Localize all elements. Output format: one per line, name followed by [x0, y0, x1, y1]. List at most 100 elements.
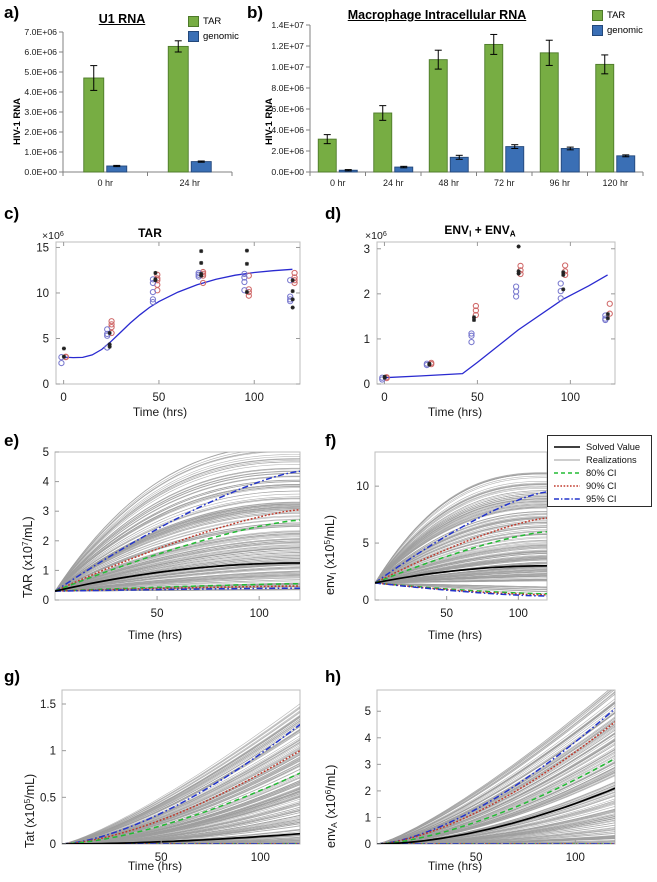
realization-line [375, 496, 547, 584]
realization-line [55, 574, 300, 592]
realization-line [55, 481, 300, 592]
realization-line [375, 582, 547, 589]
realization-line [375, 568, 547, 584]
realization-line [55, 501, 300, 592]
realization-line [55, 570, 300, 592]
realization-line [55, 566, 300, 592]
data-point-blue [468, 338, 475, 346]
realization-line [375, 490, 547, 584]
realization-line [62, 773, 300, 844]
realization-line [55, 486, 300, 592]
tick-label: 50 [151, 608, 164, 620]
realization-line [55, 538, 300, 592]
tick-label: 5 [43, 333, 49, 345]
data-point-black [561, 272, 566, 277]
realization-line [62, 780, 300, 844]
realization-line [62, 706, 300, 844]
ci90-upper-line [375, 517, 547, 584]
tick-label: 0 [363, 595, 369, 607]
realization-line [62, 726, 300, 844]
data-point-red [472, 307, 480, 314]
realization-line [377, 712, 615, 844]
data-point-black [199, 249, 204, 254]
realization-line [377, 743, 615, 844]
bar-genomic-48-hr [449, 154, 469, 173]
data-point-blue [149, 279, 157, 287]
data-point-black [427, 362, 432, 367]
legend-item-90-ci: 90% CI [553, 479, 646, 492]
tick-label: 0 [364, 379, 370, 391]
data-point-blue [241, 270, 248, 277]
realization-line [55, 506, 300, 592]
realization-line [375, 554, 547, 584]
legend-item-solved-value: Solved Value [553, 440, 646, 453]
tick-label: 3 [365, 759, 371, 771]
realization-line [375, 551, 547, 584]
legend-item-95-ci: 95% CI [553, 492, 646, 505]
panel-e-xlabel: Time (hrs) [127, 628, 183, 642]
realization-line [55, 553, 300, 592]
realization-line [62, 806, 300, 844]
data-point-red [606, 300, 613, 307]
realization-line [375, 566, 547, 584]
realization-line [375, 481, 547, 584]
tick-label: 5 [363, 538, 369, 550]
realization-line [375, 543, 547, 584]
panel-a-u1-rna: U1 RNA TAR genomic HIV-1 RNA 0.0E+00 1.0E… [0, 0, 247, 198]
tick-label: 100 [509, 608, 528, 620]
data-point-black [605, 316, 610, 321]
bar-tar-72-hr [484, 33, 504, 173]
bar-genomic-120-hr [616, 154, 636, 173]
tick-label: 0.0E+00 [24, 167, 57, 177]
realization-line [375, 527, 547, 584]
panel-a-legend: TAR genomic [188, 16, 239, 46]
realization-line [62, 718, 300, 844]
tick-label: 50 [440, 608, 453, 620]
tick-label: 0 [365, 839, 371, 851]
tar-swatch [592, 10, 603, 21]
data-point-blue [104, 332, 111, 339]
ci95-upper-line [377, 708, 615, 844]
solved-value-line-icon [554, 445, 580, 448]
panel-g-tat-realizations: Tat (x105/mL) 0 0.5 1 1.5 50 100 Time (hrs) [0, 652, 325, 882]
tick-label: 15 [36, 242, 49, 254]
realization-line [55, 510, 300, 592]
data-point-red [562, 262, 569, 269]
ci90-line-icon [554, 484, 580, 487]
realization-line [55, 515, 300, 592]
bar-tar-0-hr [317, 134, 337, 173]
realization-line [375, 473, 547, 584]
bar-genomic-96-hr [560, 146, 580, 173]
fit-curve [63, 268, 293, 359]
realization-line [375, 517, 547, 584]
panel-b-macrophage-rna: Macrophage Intracellular RNA TAR genomic… [247, 0, 657, 198]
tick-label: 0 [381, 392, 387, 404]
tick-label: 2 [364, 289, 370, 301]
ci80-upper-line [55, 519, 300, 592]
realization-line [375, 503, 547, 584]
panel-d-env-fit: ENVI + ENVA ×106 0 1 2 3 0 50 100 Time (hrs) [325, 198, 657, 430]
tick-label: 100 [561, 392, 580, 404]
ci90-upper-line [62, 750, 300, 844]
tick-label: 96 hr [549, 178, 570, 188]
panel-label-f: f) [325, 431, 337, 450]
tick-label: 6.0E+06 [24, 47, 57, 57]
realization-line [55, 475, 300, 592]
tick-label: 2 [43, 536, 49, 548]
panel-d-title: ENVI + ENVA [444, 223, 516, 239]
realization-line [55, 546, 300, 592]
realization-line [375, 494, 547, 584]
realization-line [55, 484, 300, 592]
tick-label: 0 hr [97, 178, 113, 188]
realization-line [62, 724, 300, 844]
data-point-blue [287, 293, 294, 300]
realization-line [55, 452, 262, 592]
realization-line [375, 513, 547, 584]
tick-label: 1.4E+07 [271, 20, 304, 30]
tick-label: 1 [365, 812, 371, 824]
ci95-upper-line [375, 491, 547, 584]
realization-line [375, 553, 547, 584]
realization-line [55, 568, 300, 592]
realization-line [62, 703, 300, 844]
legend-item-80-ci: 80% CI [553, 466, 646, 479]
